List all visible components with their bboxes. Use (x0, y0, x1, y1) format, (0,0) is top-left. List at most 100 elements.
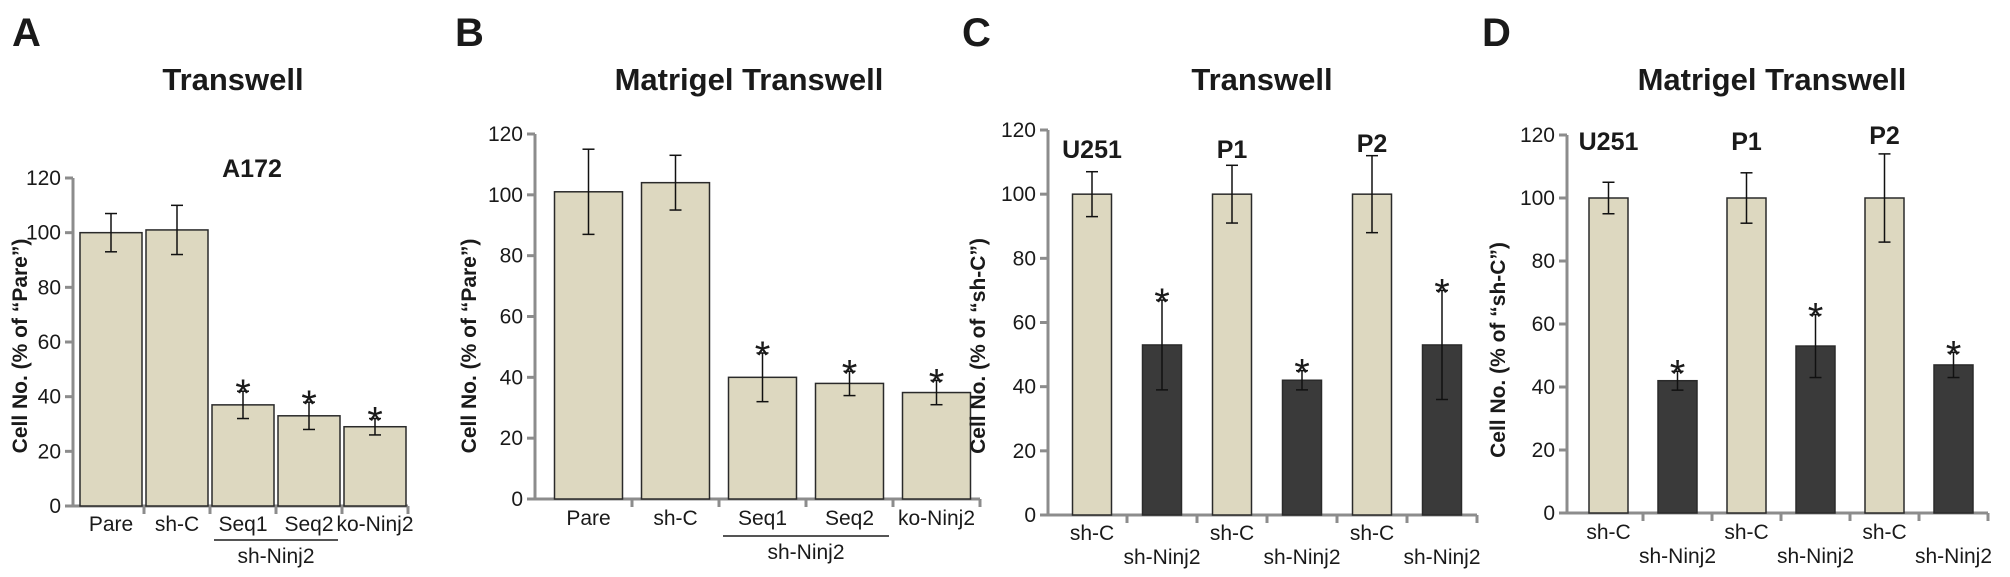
y-tick-label: 80 (38, 276, 61, 299)
y-tick-label: 80 (500, 245, 523, 268)
panel-b: B Matrigel Transwell Cell No. (% of “Par… (455, 11, 982, 564)
y-axis-label: Cell No. (% of “sh-C”) (967, 238, 990, 454)
plot-area: 0 20 40 60 80 100 120 Pare sh-C * Seq1 * Seq2 * ko-Nin… (26, 167, 414, 568)
y-tick-label: 100 (26, 222, 61, 245)
x-tick-label: ko-Ninj2 (336, 513, 413, 536)
group-head-label: P2 (1357, 130, 1388, 158)
significance-mark: * (235, 372, 251, 416)
y-tick-label: 20 (500, 427, 523, 450)
y-tick-label: 20 (1013, 440, 1036, 463)
x-tick-label: sh-C (1070, 522, 1114, 545)
x-tick-label: sh-C (155, 513, 199, 536)
significance-mark: * (755, 334, 771, 378)
group-head-label: U251 (1579, 128, 1639, 156)
y-tick-label: 60 (1532, 313, 1555, 336)
significance-mark: * (929, 361, 945, 405)
y-tick-label: 0 (49, 495, 61, 518)
significance-mark: * (301, 383, 317, 427)
panel-title: Matrigel Transwell (1638, 62, 1907, 97)
panel-a: A Transwell A172 Cell No. (% of “Pare”) … (9, 11, 414, 568)
y-tick-label: 120 (1001, 119, 1036, 142)
x-tick-label: sh-C (1350, 522, 1394, 545)
x-tick-label: Seq1 (738, 507, 787, 530)
y-tick-label: 100 (1001, 183, 1036, 206)
bar (1281, 379, 1323, 516)
x-tick-label: ko-Ninj2 (898, 507, 975, 530)
bar (277, 415, 341, 507)
bar (640, 181, 711, 500)
panel-letter: D (1482, 11, 1511, 55)
bar (211, 404, 275, 507)
x-tick-label: sh-C (1724, 521, 1768, 544)
group-label: sh-Ninj2 (237, 545, 314, 568)
y-tick-label: 40 (1013, 376, 1036, 399)
significance-mark: * (1946, 333, 1962, 377)
x-tick-label: sh-C (1210, 522, 1254, 545)
x-tick-label: Seq2 (284, 513, 333, 536)
significance-mark: * (1808, 296, 1824, 340)
bar (1588, 197, 1629, 514)
x-tick-label: sh-Ninj2 (1123, 546, 1200, 569)
y-tick-label: 60 (1013, 312, 1036, 335)
y-tick-label: 60 (500, 306, 523, 329)
panel-letter: A (12, 11, 41, 55)
bar (1726, 197, 1767, 514)
y-axis-label: Cell No. (% of “Pare”) (9, 239, 32, 454)
significance-mark: * (367, 400, 383, 444)
panel-c: C Transwell Cell No. (% of “sh-C”) 0 20 40… (962, 11, 1481, 569)
group-head-label: U251 (1062, 136, 1122, 164)
panel-title: Matrigel Transwell (615, 62, 884, 97)
x-tick-label: sh-Ninj2 (1777, 545, 1854, 568)
plot-area: 0 20 40 60 80 100 120 sh-C * sh-Ninj2 sh-C * sh-Ninj… (1520, 122, 1992, 568)
x-tick-label: Pare (89, 513, 133, 536)
panel-d: D Matrigel Transwell Cell No. (% of “sh-… (1482, 11, 1992, 568)
y-axis-label: Cell No. (% of “sh-C”) (1487, 242, 1510, 458)
bar (343, 425, 407, 507)
panel-subtitle: A172 (222, 155, 282, 183)
y-tick-label: 100 (488, 184, 523, 207)
x-tick-label: sh-C (1862, 521, 1906, 544)
group-head-label: P1 (1731, 128, 1762, 156)
bar (901, 391, 972, 500)
x-tick-label: sh-Ninj2 (1263, 546, 1340, 569)
panel-letter: C (962, 11, 991, 55)
group-label: sh-Ninj2 (767, 541, 844, 564)
group-head-label: P2 (1869, 122, 1900, 150)
plot-area: 0 20 40 60 80 100 120 Pare sh-C * Seq1 * Seq2 * ko-Nin… (488, 123, 982, 564)
y-tick-label: 0 (511, 488, 523, 511)
bar (145, 229, 209, 507)
x-tick-label: sh-Ninj2 (1639, 545, 1716, 568)
bar (79, 231, 143, 507)
bar (814, 382, 885, 500)
x-tick-label: Seq2 (825, 507, 874, 530)
significance-mark: * (842, 352, 858, 396)
x-tick-label: sh-Ninj2 (1403, 546, 1480, 569)
panel-title: Transwell (1191, 62, 1332, 97)
x-tick-label: Pare (566, 507, 610, 530)
y-tick-label: 60 (38, 331, 61, 354)
significance-mark: * (1294, 352, 1310, 396)
y-tick-label: 0 (1024, 504, 1036, 527)
y-tick-label: 120 (26, 167, 61, 190)
significance-mark: * (1154, 281, 1170, 325)
bar (1211, 193, 1253, 516)
y-tick-label: 120 (1520, 124, 1555, 147)
y-tick-label: 40 (38, 386, 61, 409)
y-tick-label: 20 (1532, 439, 1555, 462)
panel-title: Transwell (162, 62, 303, 97)
group-head-label: P1 (1217, 136, 1248, 164)
y-tick-label: 40 (500, 366, 523, 389)
bar (1933, 364, 1974, 514)
y-tick-label: 120 (488, 123, 523, 146)
bar (1351, 193, 1393, 516)
x-tick-label: sh-Ninj2 (1915, 545, 1992, 568)
bar (553, 191, 624, 500)
y-tick-label: 80 (1532, 250, 1555, 273)
x-tick-label: sh-C (1586, 521, 1630, 544)
bar (1071, 193, 1113, 516)
bar (1657, 379, 1698, 514)
y-tick-label: 80 (1013, 247, 1036, 270)
plot-area: 0 20 40 60 80 100 120 sh-C * sh-Ninj2 sh-C * sh-Ninj… (1001, 119, 1481, 569)
y-tick-label: 20 (38, 440, 61, 463)
